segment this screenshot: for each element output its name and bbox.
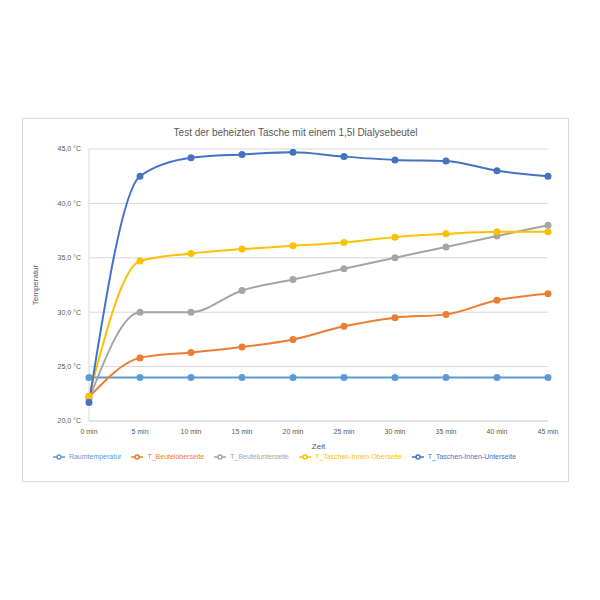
html-text:Raumtemperatur: Raumtemperatur [68,452,122,460]
svg-text:5 min: 5 min [131,428,148,435]
svg-text:0 min: 0 min [80,428,97,435]
svg-text:15 min: 15 min [231,428,252,435]
html-text:T_Taschen-Innen-Unterseite: T_Taschen-Innen-Unterseite [427,452,517,460]
svg-text:30,0 °C: 30,0 °C [58,309,81,316]
html-text:T_Beuteloberseite: T_Beuteloberseite [147,452,205,460]
svg-text:45,0 °C: 45,0 °C [58,145,81,152]
svg-text:Temperatur: Temperatur [31,264,40,305]
svg-text:Zeit: Zeit [312,442,326,451]
svg-text:40,0 °C: 40,0 °C [58,200,81,207]
svg-text:20,0 °C: 20,0 °C [58,417,81,424]
svg-text:30 min: 30 min [384,428,405,435]
html-text:T_Taschen-Innen-Oberseite: T_Taschen-Innen-Oberseite [315,452,402,460]
svg-text:10 min: 10 min [180,428,201,435]
svg-text:35,0 °C: 35,0 °C [58,254,81,261]
svg-text:25,0 °C: 25,0 °C [58,363,81,370]
svg-text:45 min: 45 min [537,428,558,435]
svg-text:35 min: 35 min [435,428,456,435]
svg-text:40 min: 40 min [486,428,507,435]
svg-text:20 min: 20 min [282,428,303,435]
html-text:Test der beheizten Tasche mit: Test der beheizten Tasche mit einem 1,5l… [173,127,418,138]
html-text:T_Beutelunterseite: T_Beutelunterseite [230,452,289,460]
svg-text:25 min: 25 min [333,428,354,435]
